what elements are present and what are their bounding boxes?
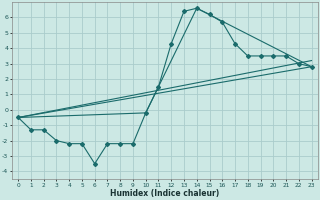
X-axis label: Humidex (Indice chaleur): Humidex (Indice chaleur) [110, 189, 220, 198]
